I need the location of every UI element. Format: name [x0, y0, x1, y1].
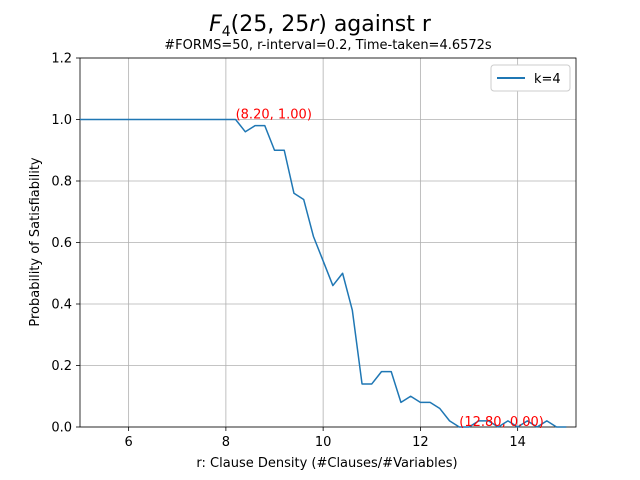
legend-box	[490, 64, 571, 92]
x-tick-label: 12	[412, 435, 429, 450]
annotations: (8.20, 1.00) (12.80, 0.00)	[236, 108, 544, 431]
y-tick-label: 1.0	[51, 113, 72, 128]
y-tick-label: 1.2	[51, 52, 72, 67]
y-tick-label: 0.6	[51, 236, 72, 251]
legend-label: k=4	[534, 72, 561, 87]
series-line-k=4	[80, 118, 567, 428]
grid	[80, 57, 576, 428]
x-tick-label: 10	[315, 435, 332, 450]
legend: k=4	[490, 64, 571, 92]
y-tick-label: 0.4	[51, 298, 72, 313]
y-axis-label: Probability of Satisfiability	[28, 157, 43, 327]
series	[80, 118, 567, 428]
y-tick-label: 0.0	[51, 421, 72, 436]
y-tick-label: 0.8	[51, 175, 72, 190]
annotation-label: (12.80, 0.00)	[459, 415, 544, 430]
x-tick-label: 6	[124, 435, 132, 450]
x-axis-label: r: Clause Density (#Clauses/#Variables)	[196, 456, 457, 471]
annotation-label: (8.20, 1.00)	[236, 108, 312, 123]
y-tick-label: 0.2	[51, 359, 72, 374]
chart-subtitle: #FORMS=50, r-interval=0.2, Time-taken=4.…	[164, 38, 492, 53]
x-tick-label: 14	[509, 435, 526, 450]
x-tick-label: 8	[222, 435, 230, 450]
chart-title: F4(25, 25r) against r	[209, 12, 432, 40]
ticks: 6 8 10 12 14 0.0 0.2 0.4 0.6 0.8 1.0 1.2	[51, 52, 526, 451]
